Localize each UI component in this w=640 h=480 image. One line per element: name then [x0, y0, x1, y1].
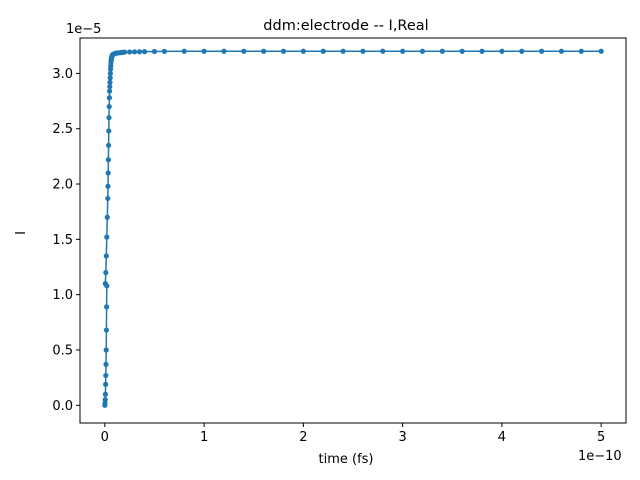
data-point: [103, 372, 109, 379]
data-point: [598, 48, 604, 54]
y-tick-label: 1.0: [52, 288, 73, 303]
data-point: [151, 48, 158, 55]
data-point: [107, 70, 113, 77]
data-point: [103, 381, 109, 387]
x-tick-label: 2: [299, 430, 307, 445]
data-point: [106, 88, 113, 94]
data-point: [105, 183, 111, 189]
data-point: [141, 49, 148, 55]
data-point: [106, 103, 112, 110]
y-axis-label: I: [14, 231, 29, 235]
y-scale-label: 1e−5: [66, 22, 101, 37]
data-point: [558, 48, 565, 54]
data-point: [320, 48, 326, 54]
data-point: [400, 48, 406, 54]
x-tick-label: 5: [597, 430, 605, 445]
data-point: [104, 234, 110, 240]
x-tick-label: 3: [398, 430, 406, 445]
data-point: [105, 195, 111, 202]
data-point: [106, 95, 112, 101]
data-point: [102, 391, 109, 397]
data-point: [360, 48, 366, 54]
data-point: [578, 48, 584, 54]
data-point: [519, 48, 525, 54]
data-point: [439, 48, 445, 54]
data-point: [105, 142, 112, 148]
data-point: [459, 48, 465, 54]
data-point: [181, 48, 187, 54]
data-point: [107, 84, 113, 90]
data-point: [104, 214, 110, 220]
plot-area: [102, 48, 604, 408]
chart-title: ddm:electrode -- I,Real: [263, 18, 428, 34]
data-point: [102, 281, 108, 287]
data-point: [136, 49, 143, 55]
y-tick-label: 3.0: [52, 67, 73, 82]
data-point: [107, 79, 113, 85]
x-scale-label: 1e−10: [578, 449, 622, 464]
data-point: [103, 253, 109, 259]
data-point: [103, 269, 109, 276]
x-tick-label: 0: [101, 430, 109, 445]
plot-frame: [79, 37, 627, 424]
x-axis-label: time (fs): [319, 452, 374, 467]
data-point: [419, 48, 426, 54]
data-point: [201, 48, 207, 54]
data-point: [122, 49, 128, 55]
data-point: [132, 49, 138, 55]
data-point: [539, 48, 545, 54]
y-tick-label: 2.0: [52, 178, 73, 193]
data-point: [300, 48, 306, 54]
data-point: [127, 49, 133, 55]
data-point: [107, 75, 113, 81]
data-point: [340, 48, 346, 54]
data-point: [499, 48, 505, 54]
y-tick-label: 0.5: [52, 343, 73, 358]
data-point: [479, 48, 485, 54]
data-point: [104, 304, 110, 310]
data-point: [241, 48, 247, 54]
y-tick-label: 2.5: [52, 122, 73, 137]
y-tick-label: 1.5: [52, 233, 73, 248]
x-tick-label: 4: [498, 430, 506, 445]
data-point: [106, 115, 112, 121]
data-point: [105, 157, 111, 163]
data-point: [105, 170, 111, 176]
data-point: [103, 327, 110, 333]
y-tick-label: 0.0: [52, 399, 73, 414]
data-point: [280, 48, 287, 54]
data-point: [106, 128, 112, 134]
data-point: [161, 48, 167, 54]
data-point: [102, 397, 108, 403]
data-point: [103, 347, 109, 353]
data-point: [103, 361, 109, 367]
data-point: [380, 48, 386, 54]
data-point: [261, 48, 267, 54]
data-point: [221, 48, 227, 54]
x-tick-label: 1: [200, 430, 208, 445]
tick-group: 0 1 2 3 4 5 0.0 0.5 1.0 1.5 2.0 2.5 3.0: [52, 67, 605, 445]
